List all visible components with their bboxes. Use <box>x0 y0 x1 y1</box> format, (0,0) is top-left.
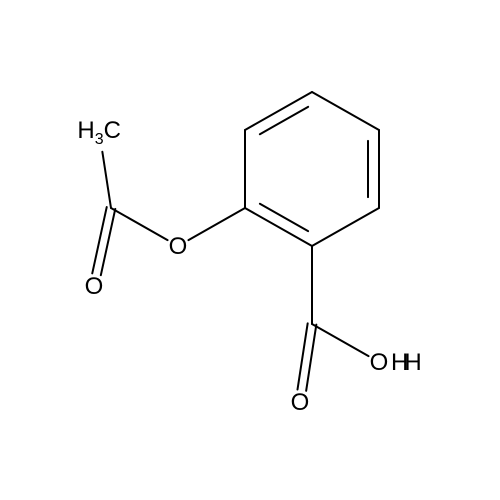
aspirin-structure: OOHOH3COH <box>0 0 500 500</box>
bond <box>101 209 115 275</box>
bond <box>298 323 308 389</box>
atom-label-o11: O <box>169 233 188 260</box>
bond <box>92 207 106 273</box>
bond <box>312 324 369 356</box>
bond <box>260 204 308 231</box>
bond <box>102 152 111 208</box>
atom-label-layer: OOHOH3COH <box>77 117 421 416</box>
bond <box>306 325 316 391</box>
atom-label-o14: O <box>85 273 104 300</box>
atom-label-oh: H <box>391 349 408 376</box>
bond <box>111 208 168 240</box>
atom-label-c13: H3C <box>77 117 121 148</box>
bond <box>188 208 245 240</box>
atom-label-o9: O <box>370 349 389 376</box>
atom-label-o8: O <box>291 389 310 416</box>
bond <box>260 107 308 134</box>
bond-layer <box>92 92 379 391</box>
bond <box>312 208 379 246</box>
bond <box>312 92 379 130</box>
